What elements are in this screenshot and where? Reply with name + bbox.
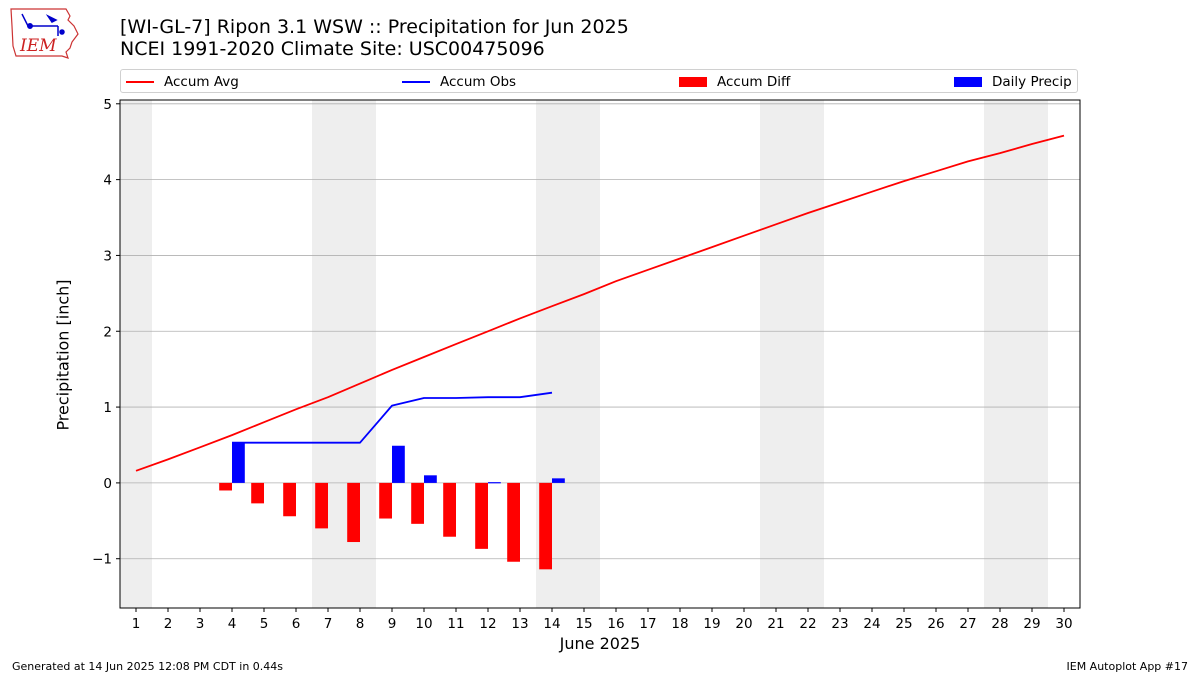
- legend-label-daily-precip: Daily Precip: [992, 74, 1072, 90]
- x-tick-label: 23: [831, 616, 848, 632]
- y-tick-label: 5: [103, 97, 112, 113]
- daily-precip-bar: [424, 475, 437, 483]
- logo-text: IEM: [19, 36, 57, 56]
- accum-diff-bar: [507, 482, 520, 562]
- weekend-shade: [312, 100, 344, 608]
- weekend-shade: [1016, 100, 1048, 608]
- plot-frame: [119, 99, 1081, 609]
- weekend-shade: [984, 100, 1016, 608]
- legend-swatch-accum-obs: [402, 81, 430, 83]
- legend-label-accum-diff: Accum Diff: [717, 74, 791, 90]
- y-tick-label: 2: [103, 324, 112, 340]
- x-tick-label: 21: [767, 616, 784, 632]
- x-tick-label: 26: [927, 616, 944, 632]
- x-tick-label: 1: [132, 616, 141, 632]
- chart-title: [WI-GL-7] Ripon 3.1 WSW :: Precipitation…: [120, 16, 629, 38]
- app-credit: IEM Autoplot App #17: [1066, 660, 1189, 673]
- legend-item-accum-obs: Accum Obs: [402, 73, 516, 91]
- accum-avg-line: [135, 134, 1065, 472]
- accum-diff-bar: [475, 482, 488, 549]
- x-tick-label: 3: [196, 616, 205, 632]
- plot-series: [135, 134, 1065, 570]
- accum-diff-bar: [219, 482, 232, 491]
- x-tick-label: 2: [164, 616, 173, 632]
- y-tick-label: 0: [103, 476, 112, 492]
- weekend-shade: [760, 100, 792, 608]
- daily-precip-bar: [232, 442, 245, 483]
- accum-diff-bar: [539, 482, 552, 570]
- chart-subtitle: NCEI 1991-2020 Climate Site: USC00475096: [120, 38, 545, 60]
- x-tick-label: 4: [228, 616, 237, 632]
- x-tick-label: 8: [356, 616, 365, 632]
- accum-diff-bar: [251, 482, 264, 504]
- x-tick-label: 15: [575, 616, 592, 632]
- accum-diff-bar: [443, 482, 456, 537]
- legend-label-accum-obs: Accum Obs: [440, 74, 517, 90]
- x-tick-label: 29: [1023, 616, 1040, 632]
- x-tick-label: 17: [639, 616, 656, 632]
- x-tick-label: 22: [799, 616, 816, 632]
- weekend-shade: [120, 100, 152, 608]
- x-tick-label: 7: [324, 616, 333, 632]
- x-tick-label: 13: [511, 616, 528, 632]
- x-tick-label: 5: [260, 616, 269, 632]
- x-tick-label: 20: [735, 616, 752, 632]
- y-tick-label: 3: [103, 248, 112, 264]
- accum-obs-line: [232, 391, 553, 444]
- weekend-shade: [568, 100, 600, 608]
- accum-diff-bar: [315, 482, 328, 529]
- legend-label-accum-avg: Accum Avg: [164, 74, 239, 90]
- x-tick-label: 27: [959, 616, 976, 632]
- legend-item-accum-diff: Accum Diff: [679, 73, 790, 91]
- legend-swatch-accum-diff: [679, 77, 707, 87]
- accum-diff-bar: [411, 482, 424, 524]
- daily-precip-bar: [552, 478, 565, 483]
- x-tick-label: 18: [671, 616, 688, 632]
- x-tick-label: 6: [292, 616, 301, 632]
- accum-diff-bar: [379, 482, 392, 519]
- x-tick-label: 24: [863, 616, 880, 632]
- daily-precip-bar: [488, 482, 501, 484]
- weather-station-icon: [21, 13, 65, 36]
- x-tick-label: 11: [447, 616, 464, 632]
- x-tick-label: 28: [991, 616, 1008, 632]
- y-tick-label: 4: [103, 173, 112, 189]
- x-tick-label: 30: [1055, 616, 1072, 632]
- daily-precip-bar: [392, 445, 405, 483]
- legend-swatch-daily-precip: [954, 77, 982, 87]
- legend: Accum Avg Accum Obs Accum Diff Daily Pre…: [120, 69, 1078, 93]
- x-tick-label: 9: [388, 616, 397, 632]
- y-tick-label: −1: [92, 552, 112, 568]
- x-tick-label: 16: [607, 616, 624, 632]
- legend-swatch-accum-avg: [126, 81, 154, 83]
- x-tick-label: 19: [703, 616, 720, 632]
- legend-item-daily-precip: Daily Precip: [954, 73, 1072, 91]
- generated-timestamp: Generated at 14 Jun 2025 12:08 PM CDT in…: [12, 660, 284, 673]
- x-axis-label: June 2025: [559, 634, 641, 653]
- accum-diff-bar: [347, 482, 360, 543]
- y-axis-label: Precipitation [inch]: [53, 279, 73, 431]
- x-tick-label: 10: [415, 616, 432, 632]
- x-tick-label: 14: [543, 616, 560, 632]
- iowa-state-outline: [10, 8, 79, 59]
- x-tick-label: 25: [895, 616, 912, 632]
- accum-diff-bar: [283, 482, 296, 517]
- weekend-shade: [792, 100, 824, 608]
- y-tick-label: 1: [103, 400, 112, 416]
- x-tick-label: 12: [479, 616, 496, 632]
- iem-logo: IEM: [10, 8, 79, 59]
- legend-item-accum-avg: Accum Avg: [126, 73, 239, 91]
